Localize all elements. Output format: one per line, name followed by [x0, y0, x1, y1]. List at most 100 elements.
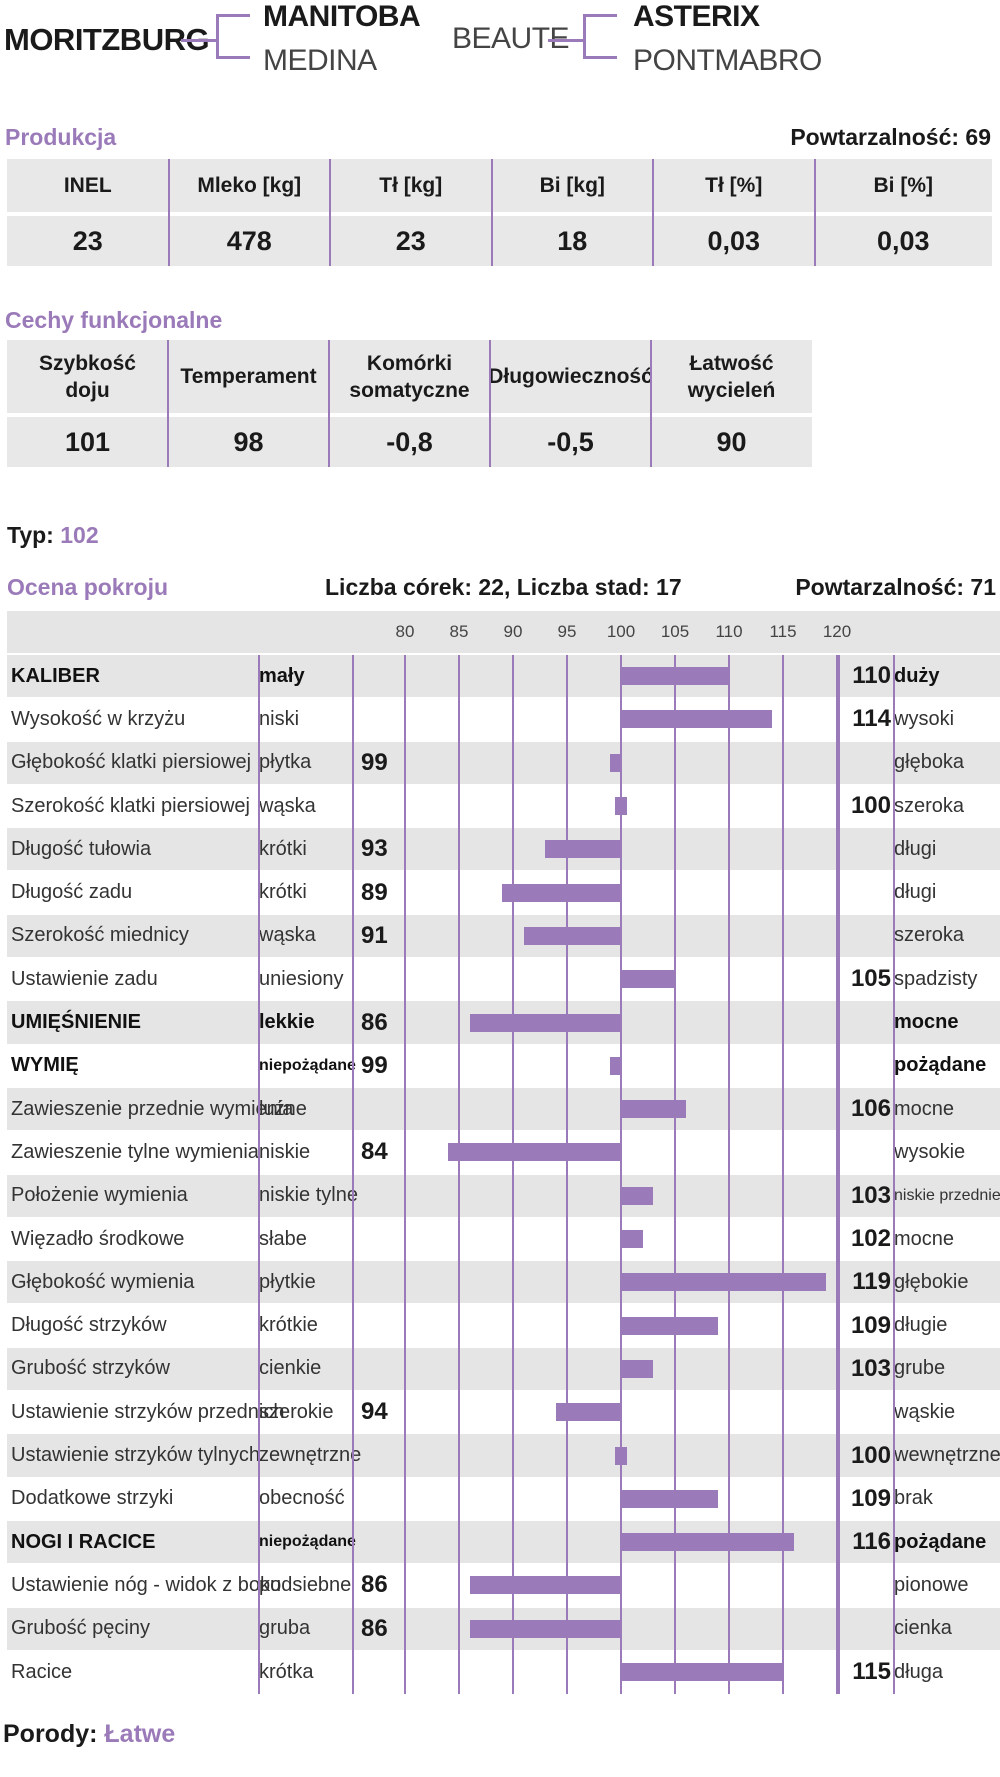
- pedigree-connector: [181, 39, 217, 42]
- trait-value: 103: [850, 1181, 891, 1209]
- trait-low-label: krótki: [259, 881, 307, 904]
- trait-high-label: pożądane: [894, 1054, 987, 1077]
- calving-label: Porody:: [3, 1720, 98, 1748]
- trait-high-label: długa: [894, 1660, 943, 1683]
- trait-low-label: uniesiony: [259, 967, 344, 990]
- trait-high-label: pionowe: [894, 1573, 969, 1596]
- trait-row: Położenie wymienia niskie tylne niskie prz…: [7, 1174, 1000, 1217]
- functional-header-cell: Szybkość doju: [7, 340, 168, 413]
- production-reliability: Powtarzalność: 69: [790, 124, 991, 150]
- trait-value: 100: [850, 792, 891, 820]
- axis-tick-label: 90: [503, 622, 523, 641]
- trait-name: Szerokość klatki piersiowej: [11, 794, 250, 817]
- trait-name: Grubość pęciny: [11, 1617, 150, 1640]
- trait-low-label: szerokie: [259, 1400, 334, 1423]
- sire-dam-name: MEDINA: [263, 44, 377, 77]
- trait-low-label: luźne: [259, 1097, 307, 1120]
- column-divider: [329, 159, 331, 266]
- trait-row: UMIĘŚNIENIE lekkie mocne 86: [7, 1001, 1000, 1044]
- column-divider: [258, 655, 260, 1695]
- trait-bar: [621, 1663, 783, 1682]
- daughters-count: Liczba córek: 22, Liczba stad: 17: [325, 574, 682, 600]
- trait-name: Długość strzyków: [11, 1314, 167, 1337]
- trait-low-label: krótki: [259, 837, 307, 860]
- functional-value-cell: -0,5: [490, 417, 651, 467]
- trait-name: UMIĘŚNIENIE: [11, 1011, 142, 1034]
- production-value-cell: 0,03: [653, 216, 815, 266]
- trait-high-label: mocne: [894, 1097, 955, 1120]
- linear-traits-chart: 80 85 90 95 100 105 110 115 120 KALIBER mały duży 11…: [0, 611, 1000, 1695]
- trait-high-label: długie: [894, 1314, 948, 1337]
- trait-low-label: niepożądane: [259, 1533, 356, 1551]
- trait-low-label: gruba: [259, 1617, 311, 1640]
- trait-bar: [545, 840, 621, 859]
- trait-value: 86: [361, 1614, 388, 1642]
- trait-row: Grubość strzyków cienkie grube 103: [7, 1347, 1000, 1391]
- column-divider: [893, 655, 895, 1695]
- trait-low-label: słabe: [259, 1227, 307, 1250]
- trait-bar: [621, 1100, 686, 1119]
- trait-low-label: krótkie: [259, 1314, 318, 1337]
- trait-row: Zawieszenie przednie wymienia luźne mocne 1…: [7, 1088, 1000, 1131]
- column-divider: [813, 159, 816, 266]
- trait-bar: [502, 883, 621, 902]
- trait-bar: [621, 710, 773, 729]
- trait-row: Dodatkowe strzyki obecność brak 109: [7, 1477, 1000, 1520]
- trait-row: Głębokość wymienia płytkie głębokie 119: [7, 1261, 1000, 1304]
- trait-name: Ustawienie strzyków przednich: [11, 1400, 285, 1423]
- trait-name: Szerokość miednicy: [11, 924, 189, 947]
- trait-high-label: szeroka: [894, 794, 965, 817]
- trait-value: 99: [361, 748, 388, 776]
- production-header-cell: Tł [%]: [653, 159, 815, 212]
- axis-tick-label: 100: [606, 622, 636, 641]
- calving-line: Porody: Łatwe: [3, 1720, 175, 1749]
- trait-bar: [523, 926, 621, 945]
- trait-value: 116: [852, 1528, 891, 1556]
- column-divider: [490, 159, 493, 266]
- column-divider: [328, 340, 330, 467]
- trait-value: 110: [852, 662, 891, 690]
- column-divider: [652, 159, 654, 266]
- pedigree-connector: [216, 14, 250, 17]
- trait-row: Ustawienie strzyków przednich szerokie wąs…: [7, 1391, 1000, 1434]
- production-table: INEL 23 Mleko [kg] 478 Tł [kg] 23 Bi [kg] 18 Tł …: [7, 159, 992, 266]
- trait-name: Zawieszenie tylne wymienia: [11, 1140, 259, 1163]
- trait-value: 109: [850, 1484, 891, 1512]
- trait-value: 115: [852, 1658, 891, 1686]
- trait-row: KALIBER mały duży 110: [7, 655, 1000, 698]
- trait-value: 100: [850, 1441, 891, 1469]
- trait-high-label: niskie przednie: [894, 1186, 1000, 1204]
- trait-bar: [621, 1316, 719, 1335]
- type-value: 102: [60, 522, 99, 548]
- trait-bar: [621, 1359, 654, 1378]
- trait-high-label: długi: [894, 881, 937, 904]
- functional-header-cell: Długowieczność: [488, 340, 653, 413]
- conformation-title: Ocena pokroju: [7, 574, 169, 600]
- trait-name: Racice: [11, 1660, 73, 1683]
- grid-line: [674, 655, 676, 1695]
- trait-row: WYMIĘ niepożądane pożądane 99: [7, 1044, 1000, 1087]
- pedigree-connector: [583, 56, 617, 59]
- trait-low-label: płytkie: [259, 1270, 316, 1293]
- trait-high-label: mocne: [894, 1011, 959, 1034]
- trait-bar: [621, 1489, 719, 1508]
- trait-low-label: obecność: [259, 1487, 345, 1510]
- pedigree-connector: [216, 56, 250, 59]
- trait-row: Długość strzyków krótkie długie 109: [7, 1304, 1000, 1347]
- axis-tick-label: 105: [660, 622, 690, 641]
- trait-bar: [610, 1056, 621, 1075]
- column-divider: [838, 655, 840, 1695]
- trait-high-label: wysoki: [894, 707, 955, 730]
- production-value-cell: 0,03: [814, 216, 992, 266]
- axis-tick-label: 85: [449, 622, 469, 641]
- trait-row: Wysokość w krzyżu niski wysoki 114: [7, 698, 1000, 741]
- pedigree-connector: [583, 14, 617, 17]
- trait-high-label: grube: [894, 1357, 946, 1380]
- trait-name: Ustawienie zadu: [11, 967, 158, 990]
- trait-value: 93: [361, 835, 388, 863]
- trait-name: Długość zadu: [11, 881, 133, 904]
- grid-line: [836, 655, 838, 1695]
- trait-high-label: wysokie: [894, 1140, 966, 1163]
- trait-name: Położenie wymienia: [11, 1184, 188, 1207]
- trait-low-label: cienkie: [259, 1357, 322, 1380]
